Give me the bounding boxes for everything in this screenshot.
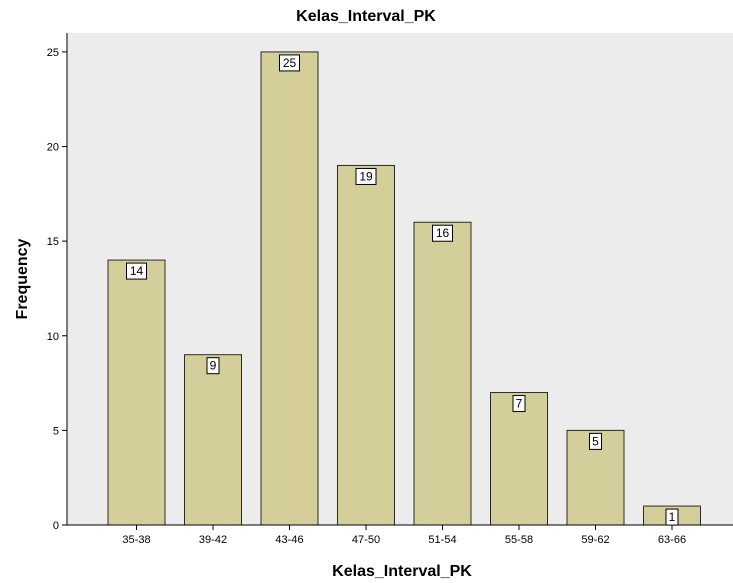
data-label-box bbox=[432, 224, 453, 242]
chart-title: Kelas_Interval_PK bbox=[296, 8, 436, 25]
bar-43-46 bbox=[260, 51, 319, 526]
data-label-box bbox=[126, 262, 147, 280]
data-label: 16 bbox=[436, 226, 450, 240]
data-label: 7 bbox=[516, 397, 523, 411]
y-tick-label: 10 bbox=[47, 331, 59, 343]
bar-47-50 bbox=[337, 164, 395, 526]
bar-51-54 bbox=[413, 221, 472, 526]
data-label: 5 bbox=[592, 434, 599, 448]
data-label: 25 bbox=[283, 56, 297, 70]
x-tick-label: 51-54 bbox=[428, 534, 456, 546]
y-tick-label: 15 bbox=[47, 236, 59, 248]
data-label-box bbox=[665, 508, 679, 526]
y-ticks-layer: 0 5 10 15 20 25 bbox=[47, 47, 67, 532]
x-tick-label: 43-46 bbox=[275, 534, 303, 546]
data-label-box bbox=[279, 54, 300, 72]
x-ticks-layer: 35-38 39-42 43-46 47-50 51-54 55-58 59-62 63-66 bbox=[122, 525, 686, 546]
x-axis-label: Kelas_Interval_PK bbox=[332, 563, 472, 580]
bars-layer bbox=[107, 51, 701, 526]
x-tick-label: 35-38 bbox=[122, 534, 150, 546]
data-label: 19 bbox=[359, 169, 373, 183]
data-label: 9 bbox=[210, 359, 217, 373]
y-tick-label: 0 bbox=[53, 520, 59, 532]
x-tick-label: 55-58 bbox=[505, 534, 533, 546]
data-label-box bbox=[355, 167, 377, 185]
x-tick-label: 63-66 bbox=[658, 534, 686, 546]
y-tick-label: 25 bbox=[47, 47, 59, 59]
y-tick-label: 20 bbox=[47, 142, 59, 154]
data-label-box bbox=[589, 432, 602, 450]
y-tick-label: 5 bbox=[53, 425, 59, 437]
bar-35-38 bbox=[107, 259, 166, 526]
plot-area bbox=[67, 33, 733, 525]
data-label-box bbox=[206, 357, 220, 375]
data-labels-layer: 14 9 25 19 16 7 5 1 bbox=[126, 54, 679, 526]
bar-55-58 bbox=[490, 392, 548, 526]
data-label-box bbox=[512, 395, 526, 413]
bar-39-42 bbox=[184, 354, 242, 526]
x-tick-label: 59-62 bbox=[581, 534, 609, 546]
x-tick-label: 47-50 bbox=[352, 534, 380, 546]
data-label: 14 bbox=[130, 264, 144, 278]
y-axis-label: Frequency bbox=[14, 238, 31, 319]
data-label: 1 bbox=[669, 510, 676, 524]
x-tick-label: 39-42 bbox=[199, 534, 227, 546]
